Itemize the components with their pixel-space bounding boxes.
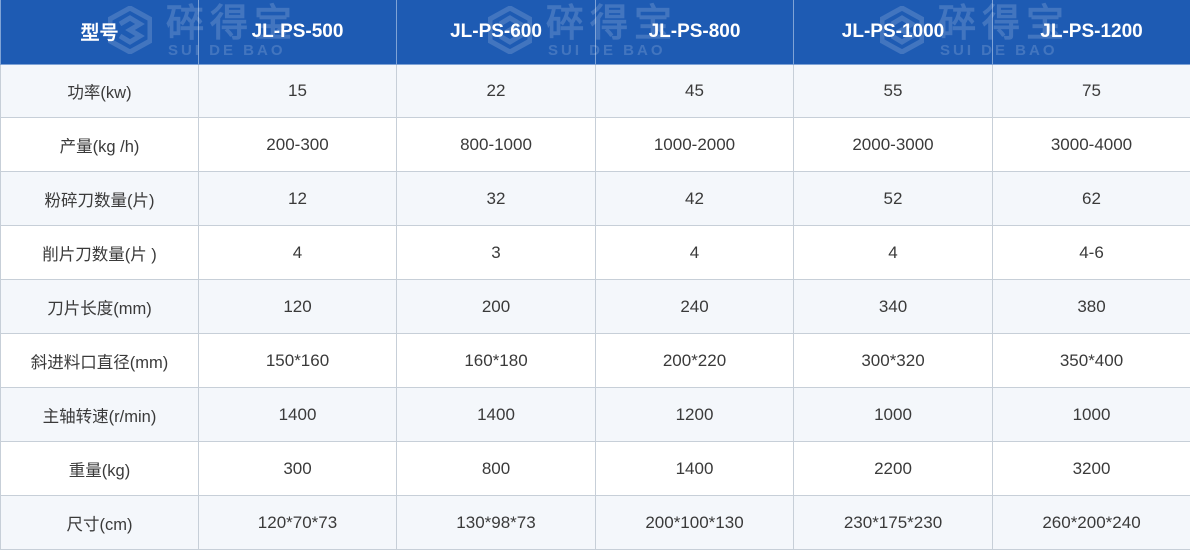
row-label: 尺寸(cm)	[0, 495, 199, 550]
table-row-inlet-diameter: 斜进料口直径(mm) 150*160 160*180 200*220 300*3…	[0, 333, 1190, 389]
table-cell: 1400	[595, 441, 794, 496]
table-cell: 200	[396, 279, 596, 335]
table-cell: 75	[992, 63, 1190, 119]
table-cell: 55	[793, 63, 993, 119]
table-cell: 22	[396, 63, 596, 119]
table-cell: 150*160	[198, 333, 397, 389]
table-cell: 300*320	[793, 333, 993, 389]
table-cell: 2000-3000	[793, 117, 993, 173]
table-cell: 1400	[198, 387, 397, 443]
table-cell: 3200	[992, 441, 1190, 496]
row-label: 粉碎刀数量(片)	[0, 171, 199, 227]
header-jl-ps-800: JL-PS-800	[595, 0, 794, 65]
header-model: 型号	[0, 0, 199, 65]
table-cell: 380	[992, 279, 1190, 335]
table-cell: 240	[595, 279, 794, 335]
table-row-chipper-blades: 削片刀数量(片 ) 4 3 4 4 4-6	[0, 225, 1190, 281]
table-cell: 3000-4000	[992, 117, 1190, 173]
table-cell: 1200	[595, 387, 794, 443]
table-row-blade-length: 刀片长度(mm) 120 200 240 340 380	[0, 279, 1190, 335]
table-cell: 15	[198, 63, 397, 119]
table-cell: 200*100*130	[595, 495, 794, 550]
table-cell: 1000	[992, 387, 1190, 443]
table-cell: 230*175*230	[793, 495, 993, 550]
table-cell: 4	[793, 225, 993, 281]
table-cell: 300	[198, 441, 397, 496]
table-row-weight: 重量(kg) 300 800 1400 2200 3200	[0, 441, 1190, 496]
table-cell: 1000-2000	[595, 117, 794, 173]
table-cell: 1400	[396, 387, 596, 443]
table-row-crusher-blades: 粉碎刀数量(片) 12 32 42 52 62	[0, 171, 1190, 227]
table-cell: 4	[198, 225, 397, 281]
row-label: 斜进料口直径(mm)	[0, 333, 199, 389]
row-label: 削片刀数量(片 )	[0, 225, 199, 281]
table-cell: 52	[793, 171, 993, 227]
header-jl-ps-500: JL-PS-500	[198, 0, 397, 65]
table-cell: 800-1000	[396, 117, 596, 173]
table-cell: 42	[595, 171, 794, 227]
table-cell: 130*98*73	[396, 495, 596, 550]
row-label: 功率(kw)	[0, 63, 199, 119]
table-cell: 62	[992, 171, 1190, 227]
table-header-row: 型号 JL-PS-500 JL-PS-600 JL-PS-800 JL-PS-1…	[0, 0, 1190, 65]
table-cell: 340	[793, 279, 993, 335]
table-cell: 4-6	[992, 225, 1190, 281]
row-label: 产量(kg /h)	[0, 117, 199, 173]
table-cell: 160*180	[396, 333, 596, 389]
table-cell: 800	[396, 441, 596, 496]
table-cell: 200*220	[595, 333, 794, 389]
row-label: 刀片长度(mm)	[0, 279, 199, 335]
table-cell: 45	[595, 63, 794, 119]
header-jl-ps-1000: JL-PS-1000	[793, 0, 993, 65]
row-label: 重量(kg)	[0, 441, 199, 496]
table-row-dimensions: 尺寸(cm) 120*70*73 130*98*73 200*100*130 2…	[0, 495, 1190, 550]
table-cell: 260*200*240	[992, 495, 1190, 550]
table-cell: 32	[396, 171, 596, 227]
row-label: 主轴转速(r/min)	[0, 387, 199, 443]
table-cell: 120	[198, 279, 397, 335]
header-jl-ps-600: JL-PS-600	[396, 0, 596, 65]
table-cell: 1000	[793, 387, 993, 443]
table-cell: 350*400	[992, 333, 1190, 389]
table-cell: 120*70*73	[198, 495, 397, 550]
table-cell: 4	[595, 225, 794, 281]
table-row-power: 功率(kw) 15 22 45 55 75	[0, 63, 1190, 119]
table-cell: 12	[198, 171, 397, 227]
table-cell: 3	[396, 225, 596, 281]
table-cell: 2200	[793, 441, 993, 496]
header-jl-ps-1200: JL-PS-1200	[992, 0, 1190, 65]
table-row-spindle-speed: 主轴转速(r/min) 1400 1400 1200 1000 1000	[0, 387, 1190, 443]
table-cell: 200-300	[198, 117, 397, 173]
table-row-output: 产量(kg /h) 200-300 800-1000 1000-2000 200…	[0, 117, 1190, 173]
